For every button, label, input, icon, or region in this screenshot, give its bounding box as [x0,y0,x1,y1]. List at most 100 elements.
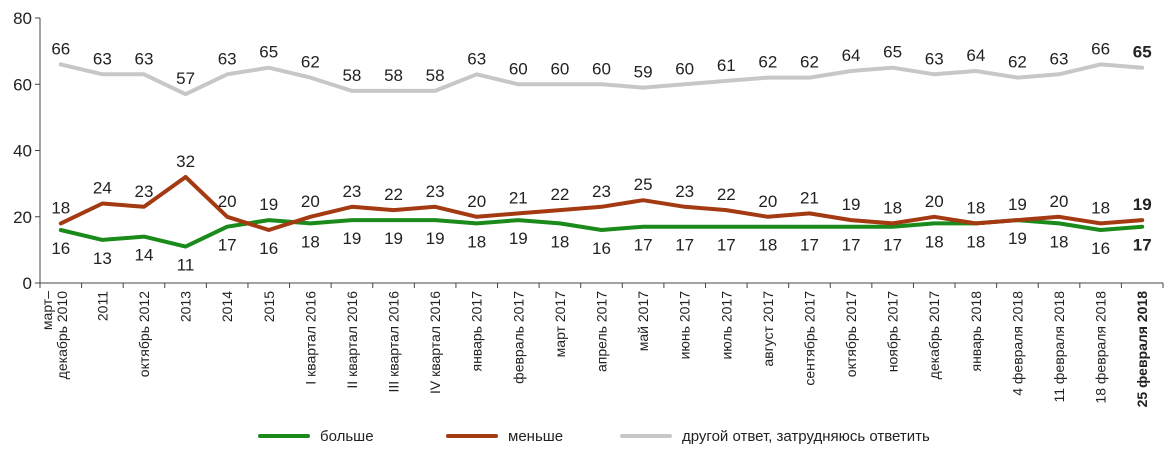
data-label-other: 58 [384,66,403,85]
data-label-menshe: 32 [176,152,195,171]
data-label-bolshe: 18 [925,232,944,251]
data-label-bolshe: 19 [384,229,403,248]
data-label-other: 57 [176,69,195,88]
data-label-other: 59 [634,63,653,82]
data-label-bolshe: 18 [550,232,569,251]
x-tick-label: февраль 2017 [510,291,526,384]
data-label-bolshe: 18 [301,232,320,251]
x-tick-label: 4 февраля 2018 [1009,291,1025,396]
data-label-menshe: 23 [342,182,361,201]
data-label-bolshe: 16 [1091,239,1110,258]
data-label-bolshe: 18 [758,236,777,255]
data-label-bolshe: 13 [93,249,112,268]
data-label-bolshe: 18 [1050,232,1069,251]
data-label-menshe: 22 [717,185,736,204]
y-tick-label: 40 [13,142,32,161]
data-label-menshe: 20 [301,192,320,211]
x-tick-label: 2014 [219,291,235,322]
data-label-other: 61 [717,56,736,75]
data-label-bolshe: 19 [509,229,528,248]
data-label-other: 63 [467,49,486,68]
data-label-bolshe: 19 [1008,229,1027,248]
data-label-other: 60 [509,59,528,78]
data-label-menshe: 23 [426,182,445,201]
x-tick-label: сентябрь 2017 [801,291,817,386]
x-tick-label: март–декабрь 2010 [39,291,70,380]
x-tick-label: 2011 [94,291,110,321]
x-tick-label: 11 февраля 2018 [1051,291,1067,403]
data-label-menshe: 18 [1091,198,1110,217]
x-tick-label: IV квартал 2016 [427,291,443,394]
data-label-menshe: 22 [384,185,403,204]
data-label-menshe: 23 [135,182,154,201]
data-label-other: 58 [426,66,445,85]
data-label-bolshe: 17 [634,236,653,255]
x-tick-label: июнь 2017 [677,291,693,360]
x-tick-label: январь 2018 [968,291,984,372]
data-label-other: 64 [966,46,985,65]
x-tick-label: апрель 2017 [594,291,610,372]
data-label-other: 60 [675,59,694,78]
x-tick-label: 2013 [178,291,194,322]
data-label-menshe: 24 [93,179,112,198]
data-label-bolshe: 18 [966,232,985,251]
data-label-menshe: 21 [509,188,528,207]
data-label-other: 64 [842,46,861,65]
data-label-bolshe: 18 [467,232,486,251]
data-label-bolshe: 17 [1133,236,1152,255]
data-label-menshe: 19 [1133,195,1152,214]
data-label-other: 66 [51,39,70,58]
y-tick-label: 20 [13,208,32,227]
data-label-bolshe: 19 [426,229,445,248]
data-label-other: 63 [93,49,112,68]
series-line-1 [58,175,1145,232]
data-label-other: 62 [301,53,320,72]
x-tick-label: 2015 [261,291,277,322]
data-label-menshe: 25 [634,175,653,194]
data-label-bolshe: 17 [842,236,861,255]
x-tick-label: август 2017 [760,291,776,367]
y-tick-label: 80 [13,9,32,28]
data-label-menshe: 22 [550,185,569,204]
data-label-other: 65 [259,43,278,62]
x-tick-label: I квартал 2016 [302,291,318,385]
data-label-bolshe: 17 [218,236,237,255]
y-tick-label: 0 [23,274,32,293]
x-tick-label: 18 февраля 2018 [1093,291,1109,404]
data-label-menshe: 18 [966,198,985,217]
data-label-other: 60 [550,59,569,78]
legend-swatch-other [620,434,672,438]
legend-label-menshe: меньше [508,427,564,445]
x-tick-label: июль 2017 [718,291,734,360]
data-label-menshe: 23 [675,182,694,201]
data-label-menshe: 18 [883,198,902,217]
data-label-menshe: 19 [1008,195,1027,214]
legend-swatch-menshe [446,434,498,438]
x-tick-label: III квартал 2016 [386,291,402,393]
legend-item-menshe: меньше [446,424,563,448]
legend-label-bolshe: больше [320,427,374,445]
data-label-other: 66 [1091,39,1110,58]
x-tick-label: октябрь 2012 [136,291,152,377]
series-line-2 [58,62,1145,97]
data-label-other: 62 [800,53,819,72]
x-tick-label: март 2017 [552,291,568,358]
x-tick-label: октябрь 2017 [843,291,859,377]
data-label-menshe: 19 [259,195,278,214]
data-label-menshe: 18 [51,198,70,217]
data-label-menshe: 20 [218,192,237,211]
data-label-menshe: 20 [758,192,777,211]
data-label-bolshe: 19 [342,229,361,248]
data-label-other: 60 [592,59,611,78]
x-tick-label: январь 2017 [469,291,485,372]
data-label-other: 62 [1008,53,1027,72]
data-label-menshe: 20 [467,192,486,211]
x-tick-label: II квартал 2016 [344,291,360,389]
data-label-other: 65 [1133,43,1152,62]
data-label-bolshe: 11 [177,256,195,275]
data-label-other: 63 [218,49,237,68]
data-label-other: 63 [135,49,154,68]
data-labels: 66 18 16 63 24 13 63 23 14 57 32 11 63 20 17 65 19 16 62 20… [51,39,1151,274]
